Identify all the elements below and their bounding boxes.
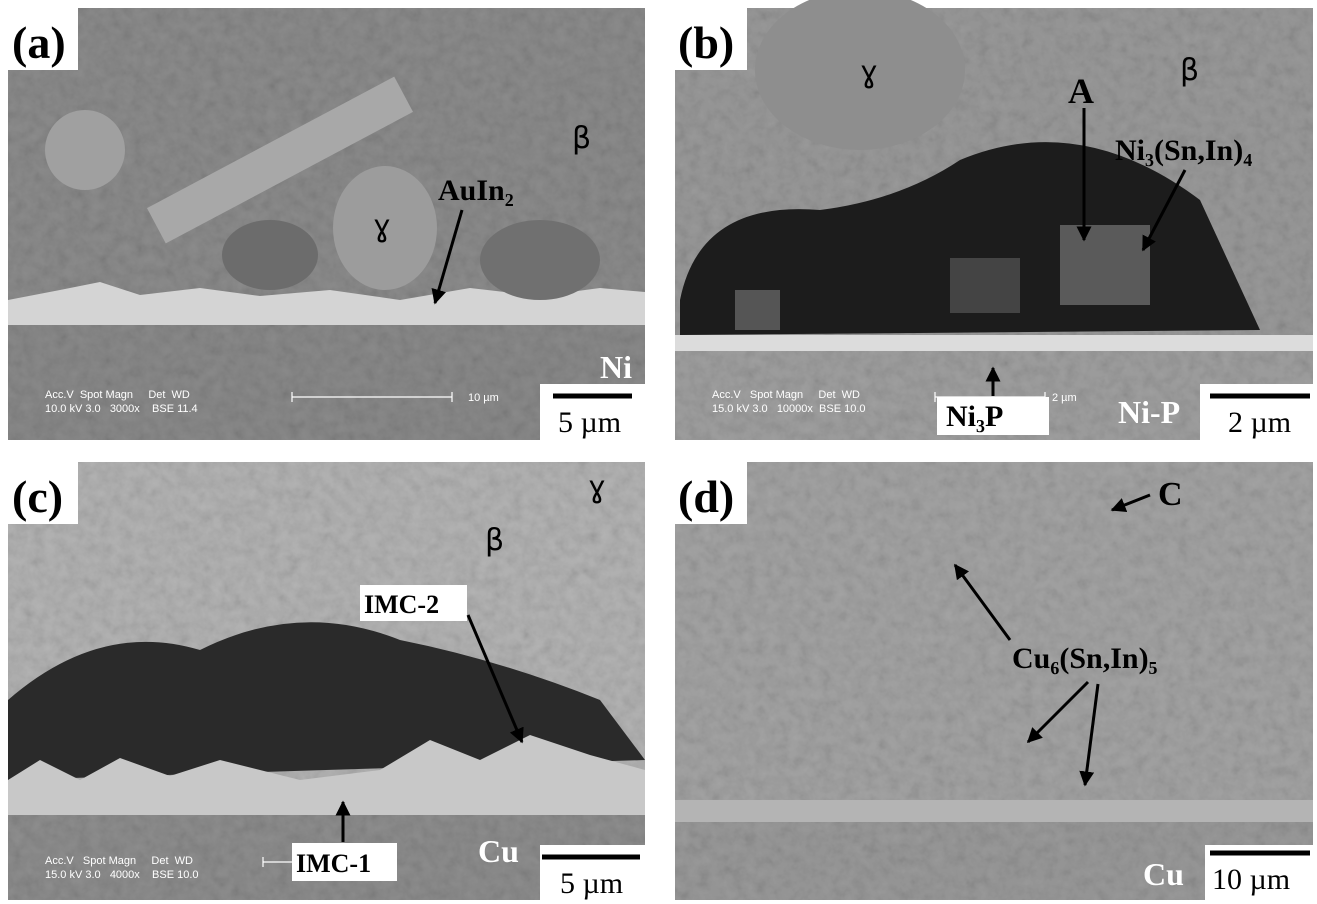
substrate-label: Cu [1143, 856, 1184, 892]
substrate-label: Cu [478, 833, 519, 869]
crystal [1060, 225, 1150, 305]
phase-label: ɣ [588, 470, 606, 505]
sem-info: 2 µm [1052, 392, 1077, 404]
substrate-label: Ni [600, 349, 632, 385]
layer-label: Ni₃P [946, 400, 1003, 433]
phase-label: Cu₆(Sn,In)₅ [1012, 642, 1158, 675]
point-label: C [1158, 476, 1183, 513]
panel-label: (d) [678, 471, 734, 522]
point-label: A [1068, 71, 1094, 111]
panel-label: (b) [678, 17, 734, 68]
crystal [735, 290, 780, 330]
sem-info: 10 µm [468, 392, 499, 404]
phase-label: β [485, 523, 504, 558]
panel-d: (d) C Cu₆(Sn,In)₅ Cu 10 µm [675, 462, 1313, 900]
scale-label: 5 µm [560, 867, 623, 900]
sem-info: Acc.V Spot Magn Det WD [45, 389, 190, 401]
scale-label: 5 µm [558, 406, 621, 439]
grain [45, 110, 125, 190]
layer-label: IMC-1 [296, 849, 371, 878]
sem-info: Acc.V Spot Magn Det WD [712, 389, 860, 401]
scale-label: 2 µm [1228, 406, 1291, 439]
phase-label: ɣ [373, 209, 391, 244]
scale-label: 10 µm [1212, 863, 1290, 896]
layer-label: IMC-2 [364, 590, 439, 619]
ni3p-layer [675, 335, 1313, 351]
substrate-label: Ni-P [1118, 394, 1180, 430]
imc-layer [675, 800, 1313, 822]
phase-label: β [1180, 53, 1199, 88]
sem-info: 10.0 kV 3.0 3000x BSE 11.4 [45, 403, 198, 415]
panel-a: (a) ɣ β AuIn₂ Ni Acc.V Spot Magn Det WD … [8, 8, 645, 440]
sem-info: 15.0 kV 3.0 4000x BSE 10.0 [45, 869, 199, 881]
phase-label: β [572, 121, 591, 156]
panel-b: (b) ɣ β A Ni₃(Sn,In)₄ Ni₃P Ni-P Acc.V Sp… [675, 0, 1313, 440]
sem-info: Acc.V Spot Magn Det WD [45, 855, 193, 867]
crystal [950, 258, 1020, 313]
phase-label: AuIn₂ [438, 174, 514, 207]
phase-label: ɣ [860, 55, 878, 90]
grain [222, 220, 318, 290]
panel-label: (a) [12, 17, 66, 68]
panel-label: (c) [12, 471, 63, 522]
grain [480, 220, 600, 300]
panel-c: (c) ɣ β IMC-2 IMC-1 Cu Acc.V Spot Magn D… [8, 462, 645, 900]
phase-label: Ni₃(Sn,In)₄ [1115, 134, 1252, 167]
figure: (a) ɣ β AuIn₂ Ni Acc.V Spot Magn Det WD … [0, 0, 1317, 904]
sem-info: 15.0 kV 3.0 10000x BSE 10.0 [712, 403, 866, 415]
